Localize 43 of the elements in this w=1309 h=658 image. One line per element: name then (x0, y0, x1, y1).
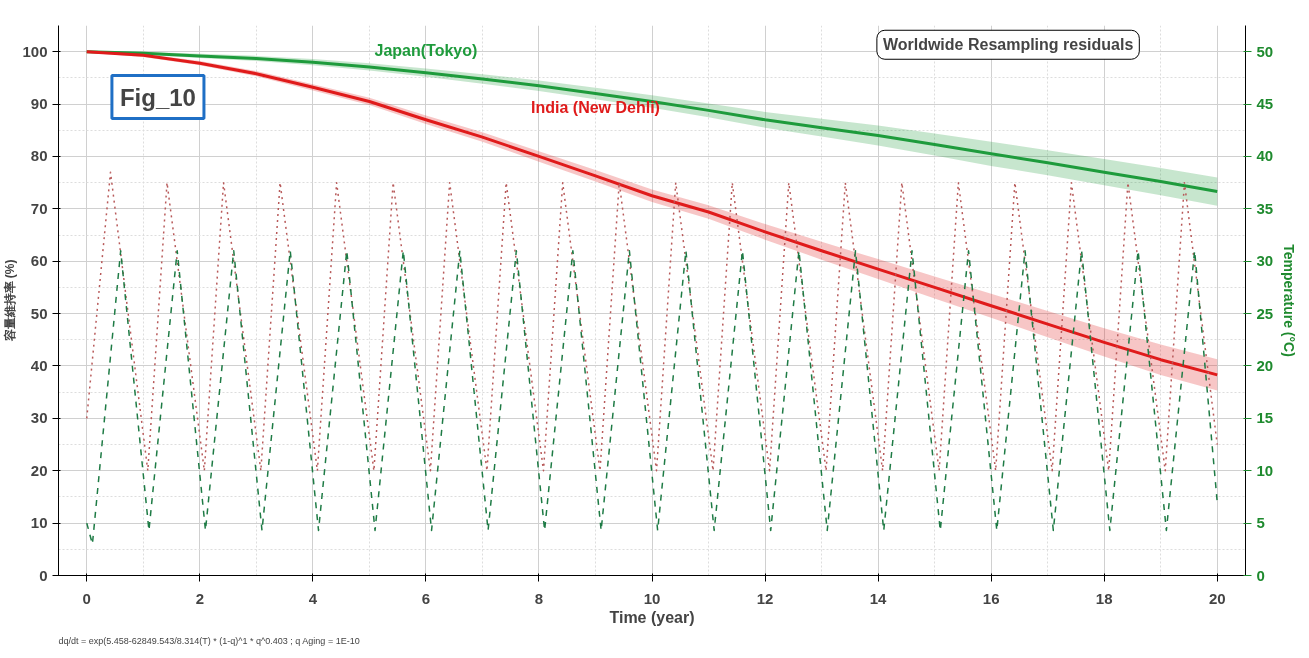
y-tick-label: 0 (39, 566, 48, 584)
line-series (86, 249, 1218, 545)
y2-axis-title: Temperature (°C) (1281, 244, 1298, 357)
x-tick-label: 4 (308, 589, 318, 607)
line-series (86, 171, 1218, 472)
y2-tick-label: 0 (1256, 566, 1265, 584)
y2-tick-label: 5 (1256, 514, 1265, 532)
y-tick-label: 70 (30, 199, 48, 217)
y2-tick-label: 50 (1256, 42, 1274, 60)
y-tick-label: 60 (30, 252, 48, 270)
x-tick-label: 10 (643, 589, 661, 607)
y2-tick-label: 20 (1256, 356, 1274, 374)
text: India (New Dehli) (531, 98, 660, 116)
y-tick-label: 50 (30, 304, 48, 322)
y-tick-label: 10 (30, 514, 48, 532)
x-tick-label: 20 (1208, 589, 1226, 607)
x-tick-label: 0 (82, 589, 91, 607)
y2-tick-label: 45 (1256, 95, 1274, 113)
y-tick-label: 20 (30, 461, 48, 479)
text: Worldwide Resampling residuals (882, 36, 1134, 54)
series-label: Japan(Tokyo) (374, 41, 478, 59)
y-tick-label: 90 (30, 95, 48, 113)
y-tick-label: 80 (30, 147, 48, 165)
x-tick-label: 2 (195, 589, 204, 607)
text: dq/dt = exp(5.458-62849.543/8.314(T) * (1-q)^1 * q^0.403 ; q Aging = 1E-10 (58, 635, 360, 646)
y2-tick-label: 25 (1256, 304, 1274, 322)
x-tick-label: 6 (421, 589, 431, 607)
y2-tick-label: 40 (1256, 147, 1274, 165)
x-tick-label: 16 (982, 589, 1000, 607)
x-tick-label: 8 (534, 589, 544, 607)
y2-tick-label: 15 (1256, 409, 1274, 427)
y-tick-label: 40 (30, 356, 48, 374)
x-tick-label: 12 (756, 589, 774, 607)
annotation: Fig_10 (119, 83, 196, 111)
x-tick-label: 18 (1095, 589, 1113, 607)
y2-tick-label: 30 (1256, 252, 1274, 270)
x-tick-label: 14 (869, 589, 888, 607)
y-tick-label: 100 (22, 42, 48, 60)
y2-tick-label: 10 (1256, 461, 1274, 479)
x-axis-title: Time (year) (609, 608, 695, 626)
y-tick-label: 30 (30, 409, 48, 427)
y-axis-title: 容量維持率 (%) (3, 259, 18, 343)
y2-tick-label: 35 (1256, 199, 1274, 217)
